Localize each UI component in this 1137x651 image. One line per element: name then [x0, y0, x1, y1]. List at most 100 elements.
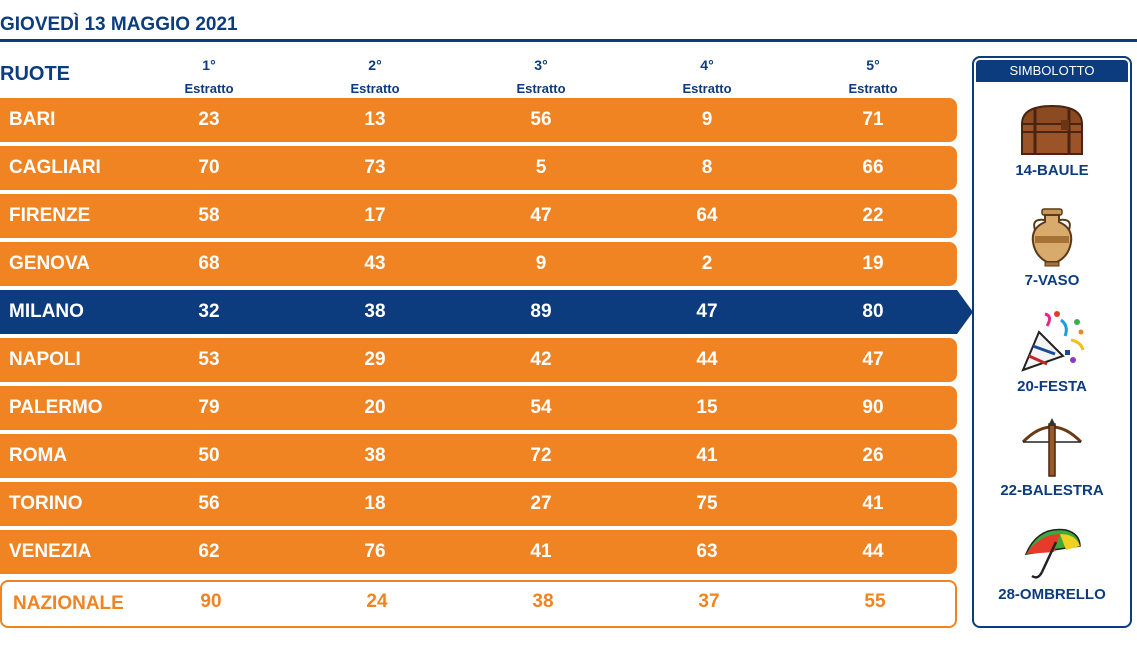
extracted-number: 38 — [532, 591, 554, 612]
table-row: BARI 23 13 56 9 71 — [0, 98, 957, 142]
ruota-name: VENEZIA — [9, 541, 92, 562]
simbolotto-label: 22-BALESTRA — [1000, 482, 1104, 499]
extracted-number: 75 — [696, 493, 718, 514]
ruota-name: CAGLIARI — [9, 157, 101, 178]
extracted-number: 62 — [198, 541, 220, 562]
extracted-number: 90 — [862, 397, 884, 418]
ruota-name: BARI — [9, 109, 56, 130]
extracted-number: 56 — [530, 109, 552, 130]
extracted-number: 20 — [364, 397, 386, 418]
ruota-name: FIRENZE — [9, 205, 91, 226]
ruota-name: ROMA — [9, 445, 68, 466]
extracted-number: 71 — [862, 109, 884, 130]
extracted-number: 47 — [862, 349, 884, 370]
simbolotto-label: 14-BAULE — [1015, 162, 1089, 179]
simbolotto-item: 7-VASO — [974, 206, 1130, 289]
extracted-number: 50 — [198, 445, 220, 466]
extracted-number: 27 — [530, 493, 552, 514]
extracted-number: 29 — [364, 349, 386, 370]
ruota-name: PALERMO — [9, 397, 103, 418]
extracted-number: 73 — [364, 157, 386, 178]
extracted-number: 44 — [696, 349, 718, 370]
extracted-number: 56 — [198, 493, 220, 514]
simbolotto-label: 28-OMBRELLO — [998, 586, 1106, 603]
extracted-number: 15 — [696, 397, 718, 418]
extracted-number: 80 — [862, 301, 884, 322]
umbrella-icon — [1024, 528, 1081, 579]
table-row: FIRENZE 58 17 47 64 22 — [0, 194, 957, 238]
highlight-arrow — [957, 290, 973, 334]
table-row: NAPOLI 53 29 42 44 47 — [0, 338, 957, 382]
simbolotto-item: 28-OMBRELLO — [974, 524, 1130, 603]
extracted-number: 9 — [701, 109, 713, 130]
extracted-number: 47 — [530, 205, 552, 226]
extracted-number: 68 — [198, 253, 220, 274]
simbolotto-item: 14-BAULE — [974, 102, 1130, 179]
column-header-5: 5° Estratto — [848, 57, 898, 96]
table-row: NAZIONALE 90 24 38 37 55 — [0, 580, 957, 628]
simbolotto-label: 20-FESTA — [1017, 378, 1087, 395]
extracted-number: 64 — [696, 205, 718, 226]
ruota-name: NAPOLI — [9, 349, 81, 370]
extracted-number: 37 — [698, 591, 720, 612]
table-row: CAGLIARI 70 73 5 8 66 — [0, 146, 957, 190]
extracted-number: 70 — [198, 157, 220, 178]
ruota-name: NAZIONALE — [13, 593, 124, 614]
party-popper-icon — [1021, 311, 1085, 372]
extracted-number: 19 — [862, 253, 884, 274]
extracted-number: 8 — [701, 157, 713, 178]
simbolotto-label: 7-VASO — [1024, 272, 1080, 289]
title-divider — [0, 39, 1137, 42]
extracted-number: 41 — [696, 445, 718, 466]
extracted-number: 2 — [701, 253, 713, 274]
extracted-number: 23 — [198, 109, 220, 130]
table-row: ROMA 50 38 72 41 26 — [0, 434, 957, 478]
ruote-header: RUOTE — [0, 63, 70, 85]
extracted-number: 5 — [535, 157, 547, 178]
table-row: MILANO 32 38 89 47 80 — [0, 290, 973, 334]
ruota-name: MILANO — [9, 301, 84, 322]
extracted-number: 13 — [364, 109, 386, 130]
crossbow-icon — [1021, 418, 1083, 477]
extracted-number: 63 — [696, 541, 718, 562]
extracted-number: 41 — [862, 493, 884, 514]
extracted-number: 76 — [364, 541, 386, 562]
extracted-number: 22 — [862, 205, 884, 226]
extracted-number: 55 — [864, 591, 886, 612]
table-row: TORINO 56 18 27 75 41 — [0, 482, 957, 526]
column-header-4: 4° Estratto — [682, 57, 732, 96]
extracted-number: 18 — [364, 493, 386, 514]
extracted-number: 43 — [364, 253, 386, 274]
column-header-2: 2° Estratto — [350, 57, 400, 96]
ruota-name: TORINO — [9, 493, 83, 514]
extracted-number: 44 — [862, 541, 884, 562]
extracted-number: 38 — [364, 445, 386, 466]
extracted-number: 26 — [862, 445, 884, 466]
extracted-number: 41 — [530, 541, 552, 562]
page-title: GIOVEDÌ 13 MAGGIO 2021 — [0, 14, 238, 35]
chest-icon — [1020, 104, 1084, 155]
extracted-number: 17 — [364, 205, 386, 226]
ruota-name: GENOVA — [9, 253, 90, 274]
extracted-number: 79 — [198, 397, 220, 418]
extracted-number: 38 — [364, 301, 386, 322]
extracted-number: 53 — [198, 349, 220, 370]
simbolotto-item: 20-FESTA — [974, 310, 1130, 395]
simbolotto-panel: SIMBOLOTTO 14-BAULE 7-VASO — [972, 56, 1132, 628]
vase-icon — [1031, 208, 1073, 267]
extracted-number: 42 — [530, 349, 552, 370]
extracted-number: 54 — [530, 397, 552, 418]
simbolotto-title: SIMBOLOTTO — [976, 60, 1128, 82]
column-header-1: 1° Estratto — [184, 57, 234, 96]
table-row: GENOVA 68 43 9 2 19 — [0, 242, 957, 286]
table-row: PALERMO 79 20 54 15 90 — [0, 386, 957, 430]
column-header-3: 3° Estratto — [516, 57, 566, 96]
extracted-number: 58 — [198, 205, 220, 226]
extracted-number: 90 — [200, 591, 222, 612]
extracted-number: 9 — [535, 253, 547, 274]
extracted-number: 24 — [366, 591, 388, 612]
extracted-number: 89 — [530, 301, 552, 322]
simbolotto-item: 22-BALESTRA — [974, 416, 1130, 499]
extracted-number: 47 — [696, 301, 718, 322]
extracted-number: 32 — [198, 301, 220, 322]
